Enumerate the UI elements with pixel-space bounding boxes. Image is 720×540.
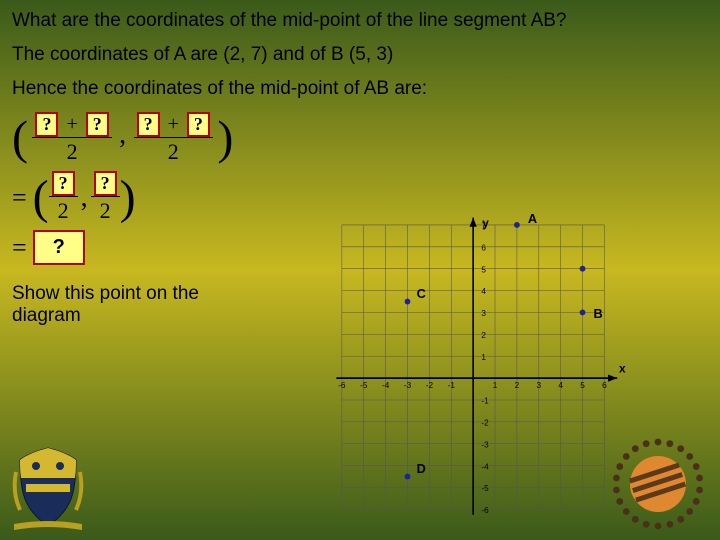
svg-text:D: D — [417, 461, 426, 476]
blank-box[interactable]: ? — [86, 112, 109, 137]
result-box[interactable]: ? — [33, 230, 85, 265]
svg-text:2: 2 — [515, 381, 520, 390]
svg-text:-5: -5 — [360, 381, 368, 390]
svg-text:4: 4 — [558, 381, 563, 390]
blank-box[interactable]: ? — [94, 171, 117, 196]
svg-text:-4: -4 — [481, 462, 489, 471]
crest-icon — [12, 442, 84, 530]
university-logo-icon — [608, 434, 708, 534]
instruction-text: Show this point on the diagram — [12, 283, 242, 327]
blank-box[interactable]: ? — [187, 112, 210, 137]
svg-text:3: 3 — [481, 309, 486, 318]
svg-text:5: 5 — [580, 381, 585, 390]
svg-text:-3: -3 — [481, 440, 489, 449]
svg-text:1: 1 — [493, 381, 498, 390]
blank-box[interactable]: ? — [137, 112, 160, 137]
svg-text:2: 2 — [481, 331, 486, 340]
svg-text:6: 6 — [481, 243, 486, 252]
svg-text:-5: -5 — [481, 484, 489, 493]
svg-text:y: y — [482, 216, 489, 230]
svg-text:-4: -4 — [382, 381, 390, 390]
svg-text:1: 1 — [481, 353, 486, 362]
svg-text:-1: -1 — [481, 397, 489, 406]
svg-text:A: A — [528, 214, 537, 226]
svg-text:5: 5 — [481, 265, 486, 274]
given-text: The coordinates of A are (2, 7) and of B… — [12, 44, 708, 66]
svg-text:4: 4 — [481, 287, 486, 296]
question-text: What are the coordinates of the mid-poin… — [12, 10, 708, 32]
svg-text:6: 6 — [602, 381, 607, 390]
svg-text:-6: -6 — [481, 506, 489, 515]
svg-text:B: B — [594, 306, 603, 321]
hence-text: Hence the coordinates of the mid-point o… — [12, 78, 708, 100]
svg-text:-1: -1 — [448, 381, 456, 390]
svg-text:x: x — [619, 362, 626, 376]
formula-row-1: ( ? + ? 2 , ? + ? 2 ) — [12, 112, 233, 165]
svg-text:-2: -2 — [481, 419, 489, 428]
blank-box[interactable]: ? — [35, 112, 58, 137]
svg-text:-3: -3 — [404, 381, 412, 390]
svg-text:3: 3 — [537, 381, 542, 390]
svg-text:-2: -2 — [426, 381, 434, 390]
svg-text:C: C — [417, 286, 426, 301]
svg-text:-6: -6 — [338, 381, 346, 390]
blank-box[interactable]: ? — [52, 171, 75, 196]
